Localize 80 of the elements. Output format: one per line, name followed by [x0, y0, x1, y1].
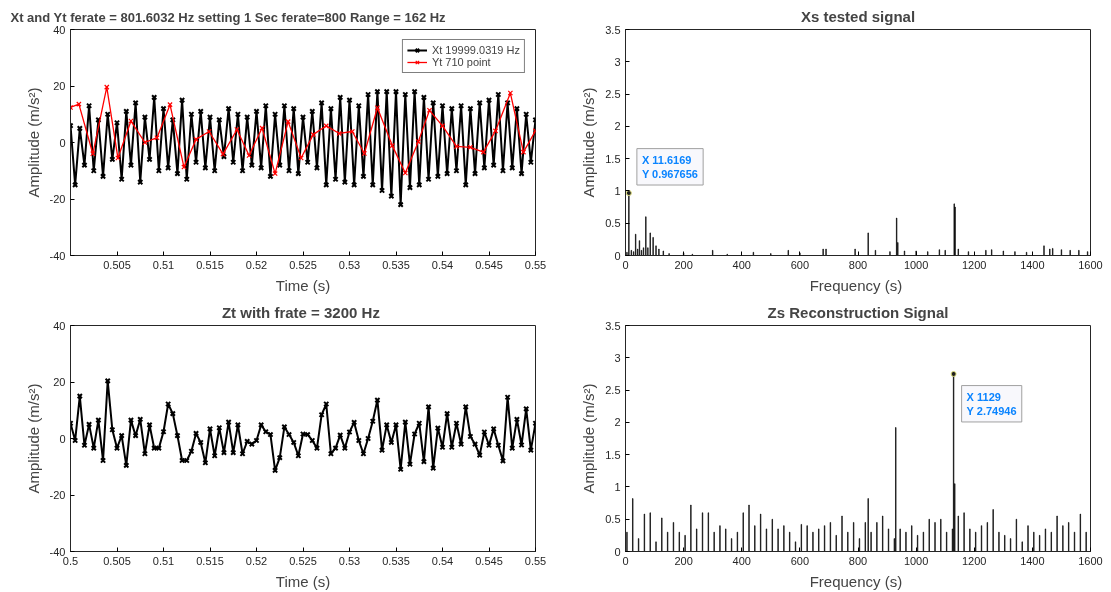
x-tick-label: 1600	[1078, 258, 1103, 271]
x-tick-label: 0.545	[475, 258, 503, 271]
x-tick-label: 0.545	[475, 554, 503, 567]
y-tick-label: -40	[49, 545, 66, 558]
y-tick-label: 0	[59, 136, 66, 149]
x-tick-label: 800	[848, 258, 868, 271]
x-tick-label: 0.515	[196, 554, 224, 567]
x-tick-label: 0.53	[338, 258, 361, 271]
chart-title: Xs tested signal	[800, 7, 916, 25]
y-tick-label: 1	[614, 184, 621, 197]
y-tick-label: 3	[614, 351, 621, 364]
y-tick-label: -40	[49, 249, 66, 262]
y-tick-label: -20	[49, 489, 66, 501]
x-axis-title: Time (s)	[275, 276, 331, 294]
x-tick-label: 0.535	[382, 258, 410, 271]
chart-title: Zs Reconstruction Signal	[767, 303, 949, 321]
x-tick-label: 0.505	[103, 258, 131, 271]
x-tick-label: 1400	[1020, 554, 1045, 567]
x-tick-label: 800	[848, 554, 868, 567]
y-tick-label: 1.5	[605, 448, 621, 461]
x-tick-label: 400	[732, 258, 751, 271]
y-tick-label: 0	[614, 545, 621, 558]
legend-label: Yt 710 point	[431, 56, 491, 68]
y-tick-label: 20	[53, 80, 66, 92]
x-tick-label: 1200	[962, 258, 987, 271]
y-tick-label: 1	[614, 480, 621, 493]
chart-title: Zt with frate = 3200 Hz	[221, 303, 380, 321]
x-tick-label: 0.54	[431, 554, 454, 567]
y-tick-label: 20	[53, 376, 66, 388]
y-axis-title: Amplitude (m/s²)	[580, 87, 598, 198]
y-tick-label: 0.5	[605, 513, 621, 526]
x-tick-label: 0.52	[245, 258, 268, 271]
y-tick-label: 3.5	[605, 23, 621, 36]
y-tick-label: -20	[49, 193, 66, 205]
annotation: X 1129 Y 2.74946	[966, 390, 1017, 417]
x-tick-label: 200	[674, 258, 693, 271]
x-tick-label: 600	[790, 554, 810, 567]
x-tick-label: 0.51	[152, 258, 175, 271]
annotation: X 11.6169 Y 0.967656	[641, 153, 698, 181]
chart-title: Xt and Yt ferate = 801.6032 Hz setting 1 Sec ferate=800 Range = 162 Hz	[10, 9, 447, 25]
x-tick-label: 1000	[903, 258, 929, 271]
x-tick-label: 1000	[903, 554, 929, 567]
y-tick-label: 3	[614, 55, 621, 68]
x-tick-label: 0.505	[103, 554, 131, 567]
x-tick-label: 0.515	[196, 258, 224, 271]
y-tick-label: 2	[614, 120, 621, 133]
x-tick-label: 0.54	[431, 258, 454, 271]
x-tick-label: 0.525	[289, 554, 317, 567]
y-tick-label: 2.5	[605, 384, 621, 397]
x-tick-label: 0.535	[382, 554, 410, 567]
x-tick-label: 0.52	[245, 554, 268, 567]
x-tick-label: 1400	[1020, 258, 1045, 271]
x-tick-label: 400	[732, 554, 751, 567]
x-tick-label: 0.55	[524, 554, 547, 567]
y-tick-label: 0.5	[605, 217, 621, 230]
x-axis-title: Frequency (s)	[809, 572, 903, 590]
x-tick-label: 200	[674, 554, 693, 567]
x-tick-label: 1200	[962, 554, 987, 567]
y-tick-label: 2.5	[605, 88, 621, 101]
x-tick-label: 1600	[1078, 554, 1103, 567]
y-axis-title: Amplitude (m/s²)	[24, 87, 42, 198]
x-tick-label: 0.51	[152, 554, 175, 567]
x-tick-label: 600	[790, 258, 810, 271]
legend-label: Xt 19999.0319 Hz	[431, 44, 520, 56]
y-tick-label: 0	[59, 432, 66, 445]
x-tick-label: 0.525	[289, 258, 317, 271]
x-axis-title: Frequency (s)	[809, 276, 903, 294]
y-axis-title: Amplitude (m/s²)	[24, 383, 42, 494]
y-tick-label: 40	[53, 319, 66, 332]
x-tick-label: 0.55	[524, 258, 547, 271]
y-tick-label: 0	[614, 249, 621, 262]
y-axis-title: Amplitude (m/s²)	[580, 383, 598, 494]
y-tick-label: 40	[53, 23, 66, 36]
y-tick-label: 3.5	[605, 319, 621, 332]
x-tick-label: 0.53	[338, 554, 361, 567]
x-tick-label: 0	[622, 258, 629, 271]
y-tick-label: 1.5	[605, 152, 621, 165]
x-axis-title: Time (s)	[275, 572, 331, 590]
y-tick-label: 2	[614, 416, 621, 429]
x-tick-label: 0	[622, 554, 629, 567]
